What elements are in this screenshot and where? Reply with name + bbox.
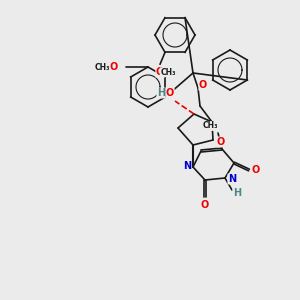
Text: O: O <box>110 62 118 72</box>
Text: O: O <box>199 80 207 90</box>
Text: CH₃: CH₃ <box>202 122 218 130</box>
Text: N: N <box>183 161 191 171</box>
Text: N: N <box>228 174 236 184</box>
Text: O: O <box>166 88 174 98</box>
Text: CH₃: CH₃ <box>94 62 110 71</box>
Text: H: H <box>233 188 241 198</box>
Text: O: O <box>201 200 209 210</box>
Text: O: O <box>252 165 260 175</box>
Text: O: O <box>156 67 164 77</box>
Text: H: H <box>157 88 165 98</box>
Text: CH₃: CH₃ <box>160 68 176 77</box>
Text: O: O <box>217 137 225 147</box>
